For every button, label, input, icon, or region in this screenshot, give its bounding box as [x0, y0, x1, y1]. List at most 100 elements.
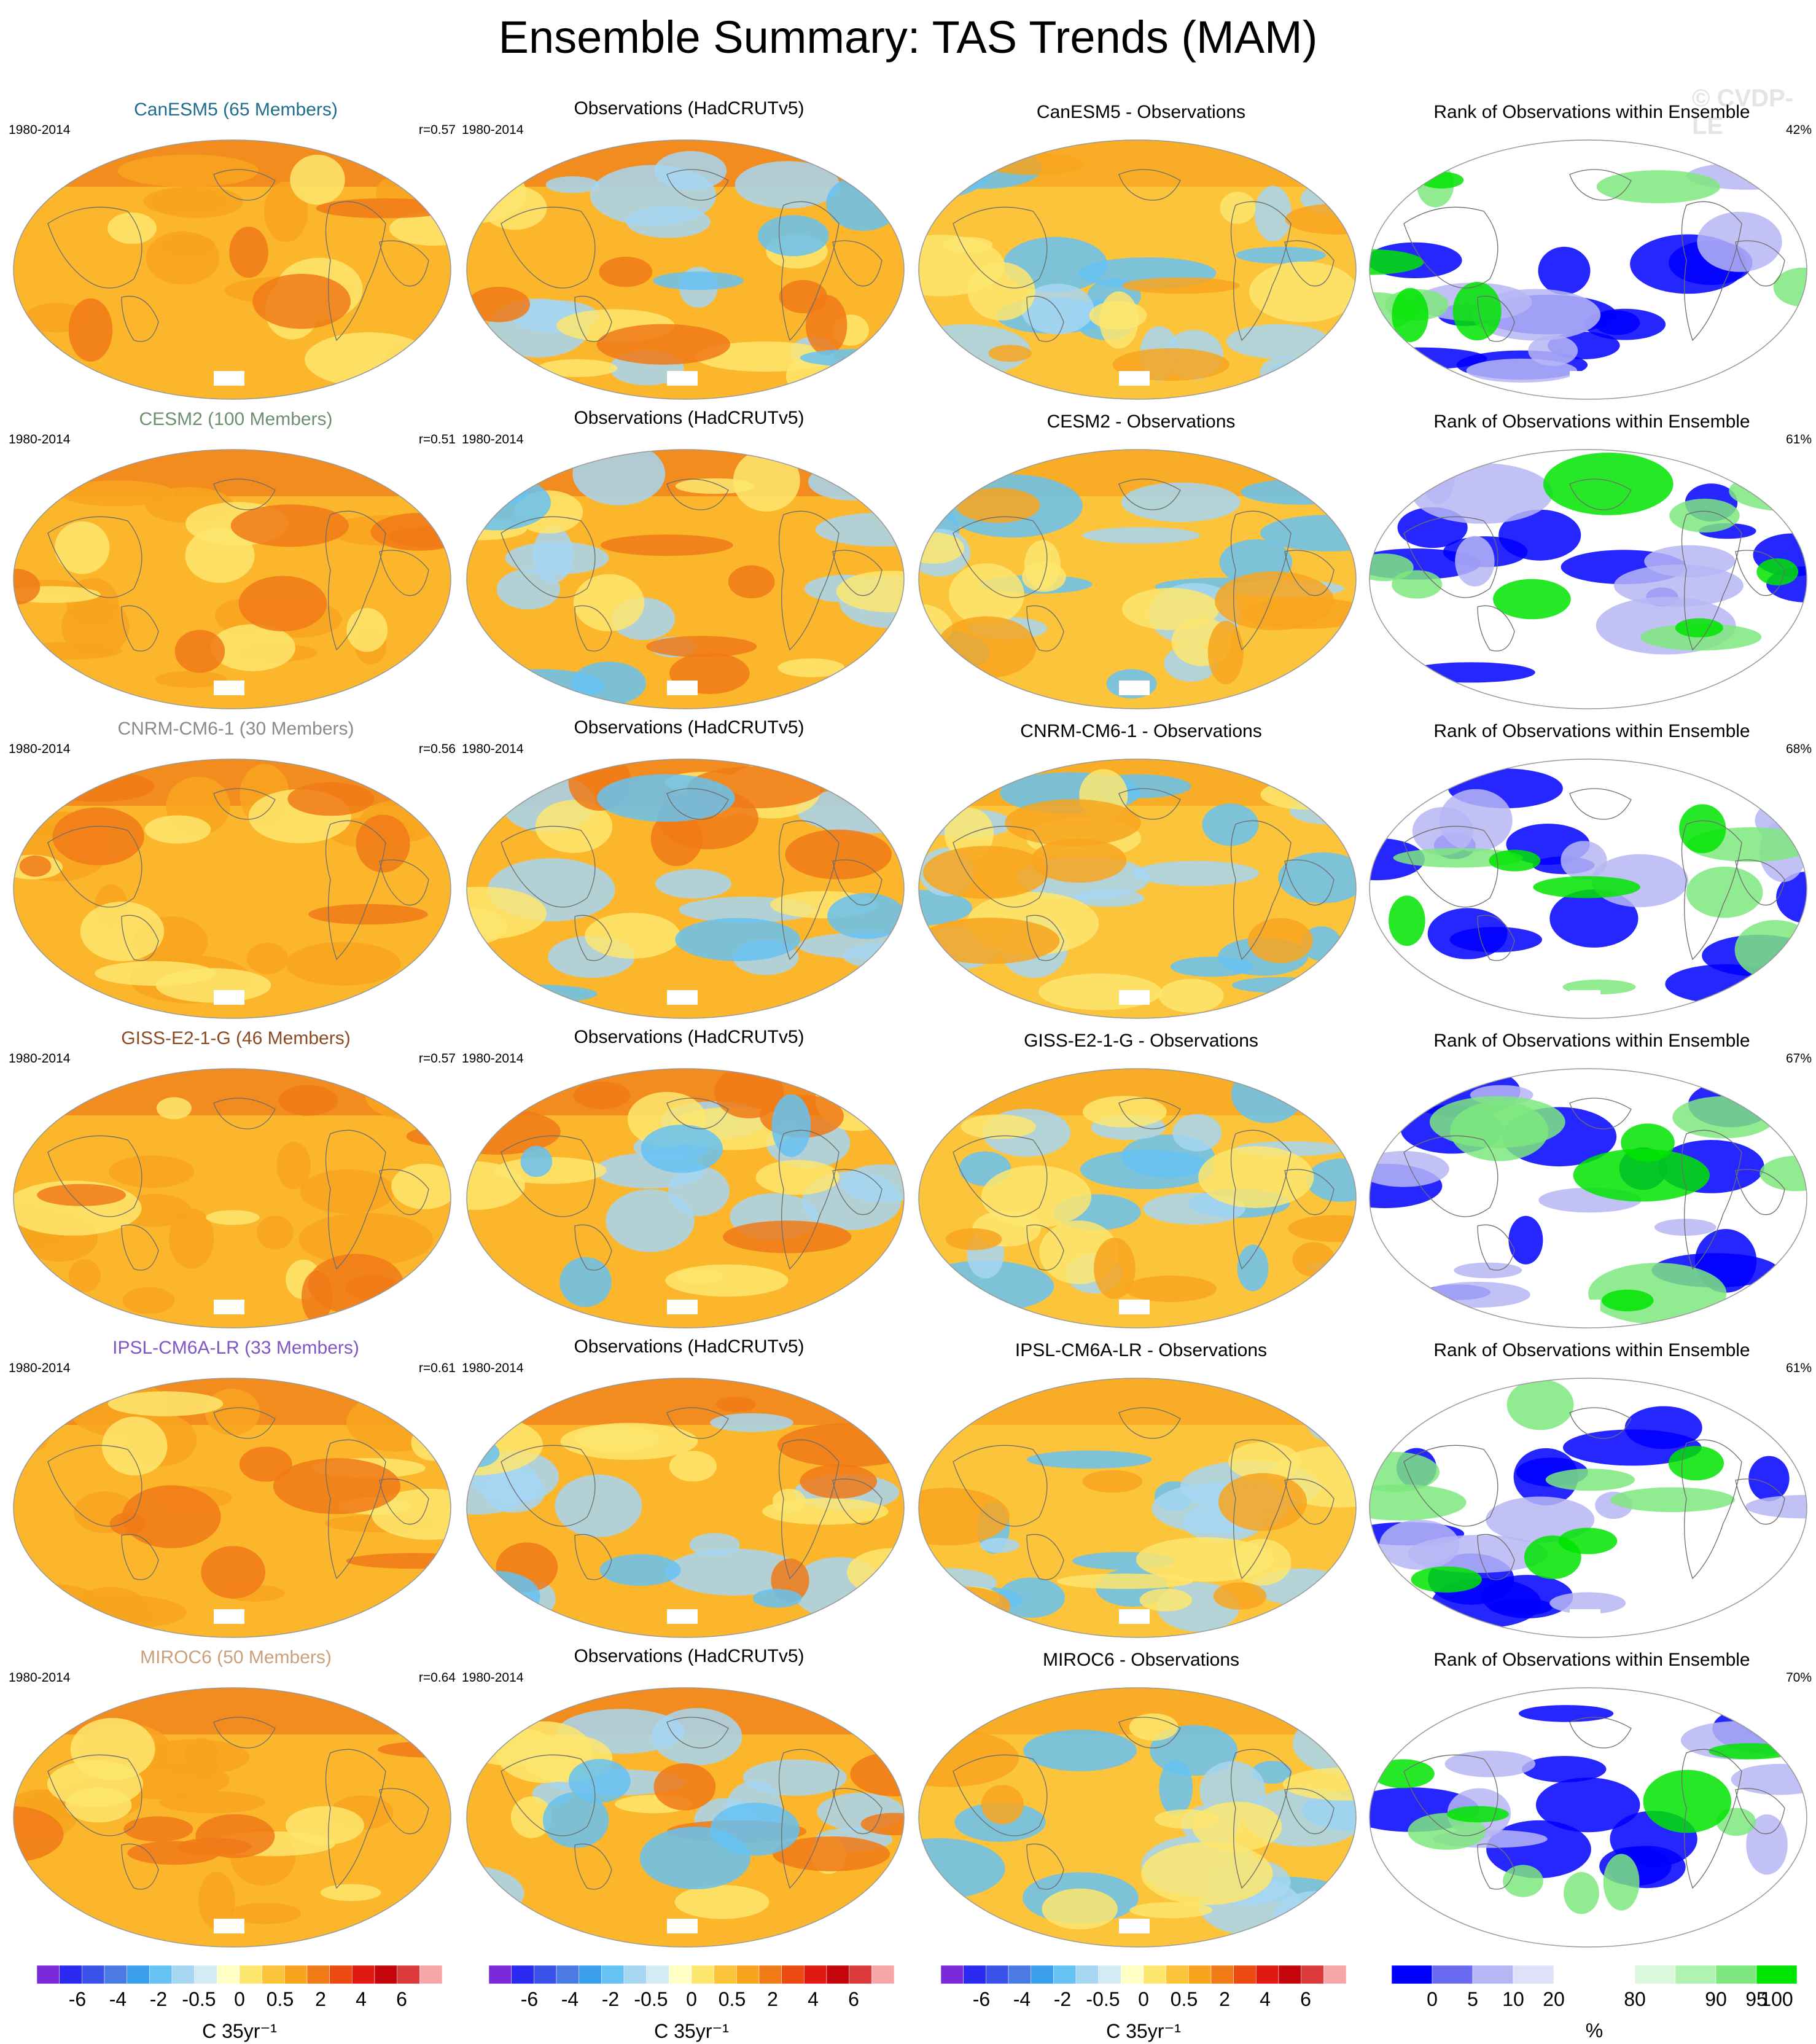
field-blob [308, 903, 428, 925]
colorbar-swatch [1278, 1965, 1301, 1984]
colorbar-swatch [374, 1965, 397, 1984]
colorbar-swatch [149, 1965, 173, 1984]
coastline [1681, 1129, 1742, 1270]
colorbar-swatch [1472, 1965, 1514, 1984]
coastline [1735, 859, 1785, 906]
coastline [778, 510, 840, 651]
colorbar-swatch [871, 1965, 895, 1984]
trend-colorbar-diff: -6 -4 -2 -0.5 0 0.5 2 4 6 C 35yr⁻¹ [936, 1963, 1351, 2042]
field-blob [1446, 1806, 1509, 1823]
field-blob [1748, 1705, 1788, 1732]
field-blob [1558, 1527, 1618, 1554]
field-blob [827, 893, 904, 939]
coastline [1569, 1717, 1632, 1749]
colorbar-swatch [511, 1965, 534, 1984]
field-blob [1493, 579, 1571, 620]
coastline [1026, 295, 1064, 342]
field-blob [1746, 1814, 1788, 1875]
colorbar-swatch [262, 1965, 285, 1984]
colorbar-swatch [758, 1965, 782, 1984]
period-label: 1980-2014 [9, 123, 71, 137]
rank-colorbar: 0 5 10 20 80 90 95 100 % [1387, 1963, 1802, 2042]
field-blob [654, 150, 727, 190]
field-blob [674, 1885, 770, 1919]
coastline [1026, 605, 1064, 652]
field-blob [1129, 1713, 1179, 1741]
coastline [832, 859, 883, 906]
colorbar-swatch [1121, 1965, 1144, 1984]
map-rank [1369, 1068, 1807, 1328]
panel-title-rank: Rank of Observations within Ensemble [1433, 721, 1750, 741]
panel-rank: Rank of Observations within Ensemble 70% [1365, 1646, 1816, 1953]
missing-data-patch [1119, 1300, 1150, 1314]
field-blob [252, 273, 351, 329]
field-blob [988, 345, 1032, 362]
colorbar-swatch [646, 1965, 669, 1984]
field-blob [1241, 597, 1356, 629]
coastline [1118, 1717, 1181, 1749]
coastline [325, 510, 386, 651]
colorbar-tick-label: 10 [1502, 1988, 1524, 2010]
field-blob [1561, 841, 1607, 880]
coastline [574, 1843, 612, 1890]
map-border [918, 759, 1357, 1019]
field-blob [1679, 804, 1726, 854]
rank-percent-label: 67% [1785, 1051, 1812, 1066]
field-blob [1709, 1743, 1793, 1760]
coastline [953, 1135, 1048, 1217]
panel-diff: MIROC6 - Observations [914, 1646, 1368, 1953]
coastline [325, 1749, 386, 1889]
map-border [466, 139, 905, 400]
coastline [778, 1129, 840, 1270]
field-blob [599, 1554, 681, 1586]
correlation-label: r=0.57 [418, 1051, 456, 1066]
panel-title-diff: CNRM-CM6-1 - Observations [1020, 721, 1262, 741]
field-blob [230, 504, 349, 547]
period-label: 1980-2014 [462, 123, 524, 137]
field-blob [257, 1215, 294, 1250]
colorbar-swatch [1143, 1965, 1166, 1984]
field-blob [1528, 335, 1578, 366]
field-blob [1392, 287, 1428, 343]
page-title: Ensemble Summary: TAS Trends (MAM) [498, 12, 1318, 63]
coastline [574, 605, 612, 652]
field-blob [1675, 618, 1723, 638]
field-blob [122, 1287, 175, 1314]
panel-title-rank: Rank of Observations within Ensemble [1433, 412, 1750, 432]
panel-obs: Observations (HadCRUTv5) 1980-2014 [462, 1027, 916, 1334]
field-blob [1603, 1854, 1640, 1911]
coastline [379, 1788, 429, 1835]
field-blob [1444, 1750, 1536, 1777]
colorbar-swatch [59, 1965, 82, 1984]
field-blob [1471, 289, 1601, 341]
colorbar-tick-label: 0 [686, 1988, 697, 2010]
arctic-band [467, 1378, 904, 1425]
period-label: 1980-2014 [462, 742, 524, 756]
panel-title-obs: Observations (HadCRUTv5) [574, 1646, 805, 1666]
coastline [121, 1843, 159, 1890]
coastline [574, 295, 612, 342]
map-border [918, 139, 1357, 400]
field-blob [1042, 1888, 1118, 1930]
map-diff [918, 1687, 1357, 1948]
coastline [666, 788, 729, 820]
field-blob [52, 807, 144, 865]
period-label: 1980-2014 [462, 1361, 524, 1375]
map-rank [1369, 139, 1807, 400]
field-blob [122, 1485, 221, 1548]
field-blob [785, 829, 892, 880]
colorbar-tick-label: -2 [1054, 1988, 1071, 2010]
map-border [466, 759, 905, 1019]
colorbar-swatch [963, 1965, 986, 1984]
colorbar-swatch [1301, 1965, 1324, 1984]
field-blob [945, 1228, 1002, 1250]
field-blob [1392, 570, 1443, 599]
colorbar-swatch [329, 1965, 353, 1984]
coastline [1681, 1439, 1742, 1580]
map-diff [918, 449, 1357, 709]
field-blob [599, 257, 653, 287]
field-blob [1158, 978, 1224, 1013]
coastline [1118, 788, 1181, 820]
field-blob [1159, 1759, 1193, 1816]
coastline [1284, 1478, 1335, 1525]
